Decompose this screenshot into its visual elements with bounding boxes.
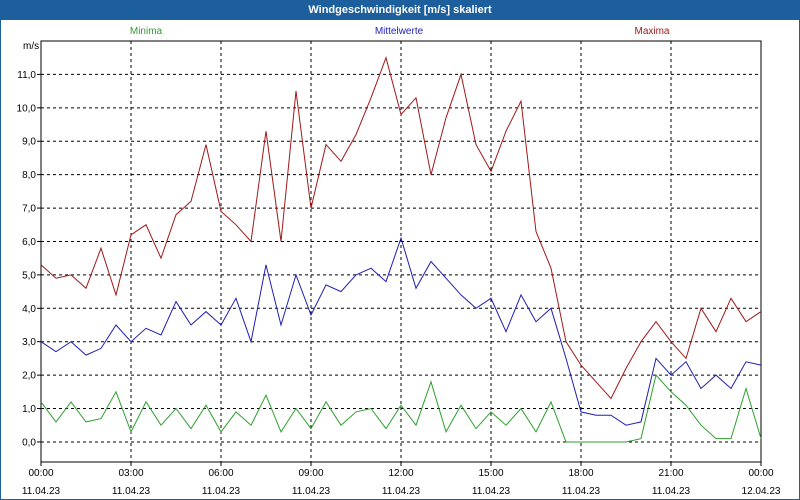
series-lines	[40, 56, 762, 443]
x-tick-date: 11.04.23	[652, 486, 691, 497]
y-tick-label: 7,0	[22, 204, 36, 215]
y-tick-label: 9,0	[22, 137, 36, 148]
x-tick-date: 12.04.23	[742, 486, 781, 497]
grid	[40, 41, 762, 462]
x-tick-date: 11.04.23	[472, 486, 511, 497]
y-tick-label: 3,0	[22, 337, 36, 348]
y-tick-label: 10,0	[17, 103, 37, 114]
x-tick-time: 15:00	[478, 468, 503, 479]
y-tick-label: 5,0	[22, 270, 36, 281]
y-tick-label: 6,0	[22, 237, 36, 248]
y-tick-label: 2,0	[22, 371, 36, 382]
x-tick-date: 11.04.23	[112, 486, 151, 497]
x-tick-date: 11.04.23	[292, 486, 331, 497]
y-tick-label: 1,0	[22, 404, 36, 415]
x-tick-time: 00:00	[28, 468, 53, 479]
x-tick-time: 00:00	[748, 468, 773, 479]
x-tick-time: 06:00	[208, 468, 233, 479]
y-axis: 0,0 1,0 2,0 3,0 4,0 5,0 6,0 7,0 8,0 9,0 10,0 11,0	[17, 70, 41, 448]
x-tick-time: 21:00	[658, 468, 683, 479]
series-line-mittelwerte	[40, 236, 762, 426]
legend: Minima Mittelwerte Maxima	[130, 26, 670, 37]
window-title: Windgeschwindigkeit [m/s] skaliert	[1, 1, 799, 20]
chart: 0,0 1,0 2,0 3,0 4,0 5,0 6,0 7,0 8,0 9,0 10,0 11,0 0…	[17, 26, 781, 497]
x-tick-time: 18:00	[568, 468, 593, 479]
x-axis: 00:00 11.04.23 03:00 11.04.23 06:00 11.04.23 0…	[22, 462, 781, 497]
legend-item-mittelwerte: Mittelwerte	[375, 26, 424, 37]
series-line-maxima	[40, 56, 762, 400]
x-tick-time: 09:00	[298, 468, 323, 479]
x-tick-date: 11.04.23	[382, 486, 421, 497]
legend-item-minima: Minima	[130, 26, 163, 37]
x-tick-time: 12:00	[388, 468, 413, 479]
y-tick-label: 8,0	[22, 170, 36, 181]
y-tick-label: 11,0	[17, 70, 36, 81]
x-tick-date: 11.04.23	[202, 486, 241, 497]
legend-item-maxima: Maxima	[634, 26, 669, 37]
x-tick-date: 11.04.23	[562, 486, 601, 497]
series-line-minima	[40, 374, 762, 443]
y-tick-label: 0,0	[22, 437, 36, 448]
x-tick-time: 03:00	[118, 468, 143, 479]
y-tick-label: 4,0	[22, 304, 36, 315]
y-axis-label: m/s	[23, 41, 39, 52]
x-tick-date: 11.04.23	[22, 486, 61, 497]
